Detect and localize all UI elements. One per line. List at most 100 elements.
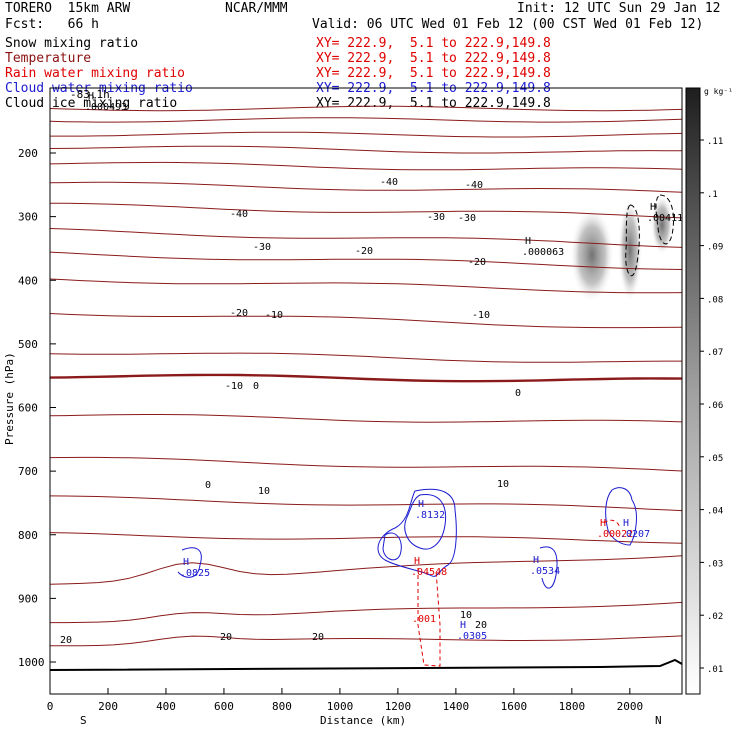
x-axis-title: Distance (km) [320,714,406,727]
maximum-value: .00022 [597,529,633,540]
snow-cell [570,207,614,303]
plot-border [49,87,683,695]
temperature-label: 10 [460,610,472,621]
y-tick-label: 200 [18,147,38,160]
cloud-contour [404,494,447,550]
colorbar-scale [685,87,701,695]
maximum-marker: H [418,499,424,510]
terrain-line [49,658,683,671]
temperature-label: 10 [258,486,270,497]
north-label: N [655,714,662,727]
field-name-temperature: Temperature [5,51,92,66]
plot-frame [49,87,683,695]
isotherm-line [49,555,683,585]
maximum-marker: H [650,202,656,213]
y-axis: 200 300 400 500 600 700 800 900 1000 [18,147,56,669]
field-xy-rain: XY= 222.9, 5.1 to 222.9,149.8 [316,66,551,81]
maximum-value: .000493 [85,102,127,113]
x-tick-label: 600 [214,700,234,713]
temperature-label: 0 [205,480,211,491]
y-tick-label: 600 [18,402,38,415]
top-left-min-label: -83.1h [70,88,110,101]
temperature-labels: -40 -40 -40 -30 -30 -30 -20 -20 -20 -10 -10 -10 0 0 0 1… [60,177,521,646]
cloud-contour [539,546,558,589]
temperature-label: -40 [465,180,483,191]
maximum-marker: H [460,620,466,631]
y-tick-label: 1000 [18,656,45,669]
y-tick-label: 800 [18,529,38,542]
model-title: TORERO 15km ARW [5,1,131,16]
rain-contour [603,519,621,529]
forecast-hour: Fcst: 66 h [5,17,99,32]
field-xy-snow: XY= 222.9, 5.1 to 222.9,149.8 [316,36,551,51]
maximum-value: .8132 [415,510,445,521]
snow-cell [651,195,673,255]
colorbar-tick-label: .11 [707,137,723,147]
field-name-cloud-ice: Cloud ice mixing ratio [5,96,178,111]
field-name-rain: Rain water mixing ratio [5,66,186,81]
temperature-label: 0 [253,381,259,392]
south-label: S [80,714,87,727]
x-tick-label: 0 [47,700,54,713]
maximum-marker: H [88,91,94,102]
maximum-value: .0825 [180,568,210,579]
temperature-label: -40 [380,177,398,188]
maximum-value: .001 [412,614,436,625]
y-tick-label: 300 [18,211,38,224]
init-time: Init: 12 UTC Sun 29 Jan 12 [517,1,721,16]
isotherm-line [49,414,683,423]
cloud-ice-contours [625,194,674,277]
x-tick-label: 1000 [327,700,354,713]
isotherm-line [49,105,683,112]
y-axis-title: Pressure (hPa) [3,352,16,445]
temperature-label: 20 [475,620,487,631]
rain-contour [417,568,441,667]
isotherm-line [49,635,683,647]
maximum-marker: H [525,236,531,247]
temperature-label: -20 [468,257,486,268]
isotherm-line [50,202,683,219]
isotherm-line [50,131,683,138]
maxima-labels: H.000493H.000063H.00411H.8132H.04548.001… [85,91,683,642]
x-tick-label: 800 [272,700,292,713]
maximum-value: .04548 [411,567,447,578]
temperature-label: -10 [472,310,490,321]
temperature-label: 20 [312,632,324,643]
maximum-marker: H [623,518,629,529]
colorbar-tick-label: .09 [707,243,723,253]
temperature-label: -40 [230,209,248,220]
isotherm-line [49,532,683,544]
center-title: NCAR/MMM [225,1,288,16]
colorbar-tick-label: .05 [707,454,723,464]
isotherm-line [49,278,683,294]
isotherm-line [49,313,683,329]
temperature-label: -20 [230,308,248,319]
isotherm-line [50,601,683,624]
colorbar-unit: g kg⁻¹ [704,87,733,96]
maximum-value: .000063 [522,247,564,258]
snow-shading [570,195,673,303]
isotherm-line [49,495,683,512]
snow-cell [618,198,642,302]
isotherm-line [49,373,683,383]
maximum-marker: H [183,557,189,568]
temperature-label: 10 [497,479,509,490]
maximum-value: .00411 [647,213,683,224]
cloud-contour [377,488,457,577]
cloud-contour [382,532,402,561]
maximum-marker: H [533,555,539,566]
maximum-value: .0534 [530,566,560,577]
colorbar-tick-label: .01 [707,665,723,675]
isotherm-line [49,161,683,171]
cloud-contour [177,547,202,578]
temperature-label: -10 [225,381,243,392]
isotherm-line [49,352,682,363]
isotherm-line [49,181,683,193]
x-tick-label: 2000 [617,700,644,713]
y-tick-label: 900 [18,592,38,605]
temperature-label: -30 [458,213,476,224]
maximum-marker: H [414,556,420,567]
colorbar-tick-label: .08 [707,295,723,305]
isotherm-line [49,456,683,472]
